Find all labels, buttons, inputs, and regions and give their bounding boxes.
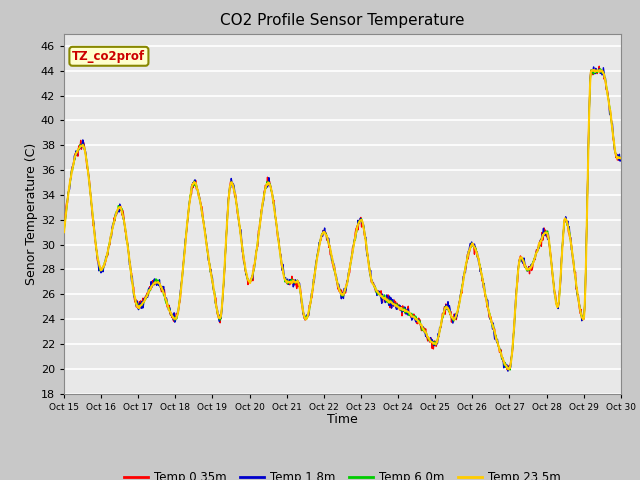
Temp 1.8m (398, 309, 406, 315)
Legend: Temp 0.35m, Temp 1.8m, Temp 6.0m, Temp 23.5m: Temp 0.35m, Temp 1.8m, Temp 6.0m, Temp 2… (119, 466, 566, 480)
Temp 23.5m (483, 297, 490, 302)
Text: TZ_co2prof: TZ_co2prof (72, 50, 145, 63)
Temp 0.35m (483, 297, 490, 302)
Temp 0.35m (383, 299, 391, 305)
X-axis label: Time: Time (327, 413, 358, 426)
Temp 1.8m (383, 296, 391, 302)
Temp 6.0m (506, 367, 514, 373)
Temp 0.35m (595, 63, 603, 69)
Temp 0.35m (415, 315, 422, 321)
Temp 1.8m (60, 226, 68, 231)
Temp 6.0m (60, 229, 68, 235)
Line: Temp 6.0m: Temp 6.0m (64, 69, 621, 370)
Temp 1.8m (483, 294, 490, 300)
Temp 23.5m (540, 230, 548, 236)
Y-axis label: Senor Temperature (C): Senor Temperature (C) (25, 143, 38, 285)
Temp 23.5m (94, 257, 102, 263)
Temp 23.5m (591, 67, 598, 73)
Line: Temp 1.8m: Temp 1.8m (64, 67, 621, 371)
Temp 1.8m (617, 156, 625, 162)
Temp 1.8m (94, 258, 102, 264)
Temp 23.5m (415, 319, 422, 325)
Temp 23.5m (398, 307, 406, 312)
Temp 1.8m (540, 231, 548, 237)
Title: CO2 Profile Sensor Temperature: CO2 Profile Sensor Temperature (220, 13, 465, 28)
Temp 1.8m (590, 64, 598, 70)
Line: Temp 0.35m: Temp 0.35m (64, 66, 621, 370)
Temp 6.0m (540, 231, 548, 237)
Temp 0.35m (60, 225, 68, 231)
Temp 23.5m (383, 297, 391, 302)
Temp 6.0m (94, 257, 102, 263)
Line: Temp 23.5m: Temp 23.5m (64, 70, 621, 370)
Temp 6.0m (383, 299, 391, 305)
Temp 6.0m (596, 66, 604, 72)
Temp 23.5m (60, 229, 68, 235)
Temp 6.0m (415, 319, 422, 325)
Temp 0.35m (540, 225, 548, 231)
Temp 0.35m (617, 157, 625, 163)
Temp 0.35m (504, 367, 511, 372)
Temp 1.8m (415, 319, 422, 325)
Temp 0.35m (398, 313, 406, 319)
Temp 0.35m (94, 259, 102, 264)
Temp 6.0m (617, 155, 625, 161)
Temp 6.0m (483, 296, 490, 301)
Temp 23.5m (617, 156, 625, 161)
Temp 6.0m (398, 308, 406, 314)
Temp 1.8m (504, 368, 512, 374)
Temp 23.5m (505, 367, 513, 372)
